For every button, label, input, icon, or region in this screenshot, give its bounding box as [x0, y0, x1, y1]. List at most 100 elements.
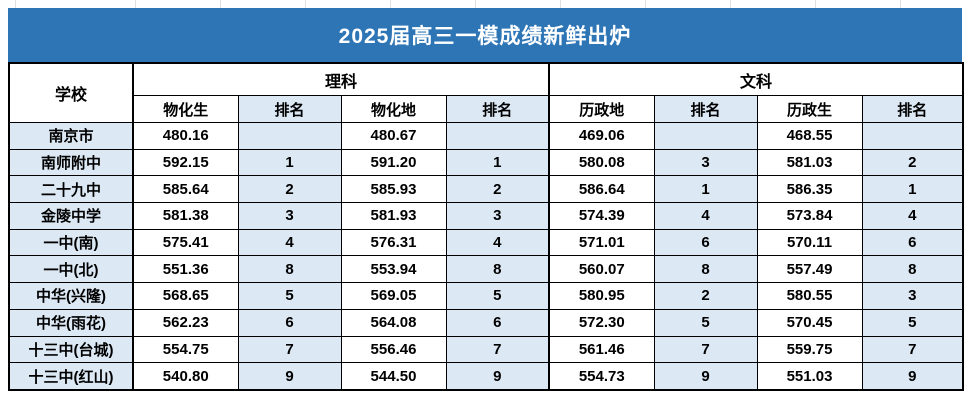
table-row: 一中(南) 575.41 4 576.31 4 571.01 6 570.11 6 [8, 228, 964, 257]
rank-cell: 4 [237, 228, 342, 257]
score-cell: 468.55 [756, 122, 863, 150]
rank-cell: 2 [237, 175, 342, 204]
rank-cell: 1 [653, 175, 758, 204]
header-group-science: 理科 [132, 62, 551, 96]
score-cell: 571.01 [548, 228, 655, 257]
header-lizhengdi-rank: 排名 [653, 95, 758, 123]
score-cell: 573.84 [756, 202, 863, 230]
rank-cell: 9 [237, 362, 342, 391]
rank-cell: 8 [861, 255, 964, 284]
score-cell: 480.16 [132, 122, 239, 150]
school-cell: 十三中(红山) [8, 362, 134, 391]
school-cell: 中华(兴隆) [8, 282, 134, 310]
rank-cell: 6 [653, 228, 758, 257]
score-cell: 554.75 [132, 335, 239, 364]
score-cell: 586.35 [756, 175, 863, 204]
rank-cell: 8 [445, 255, 551, 284]
rank-cell: 7 [861, 335, 964, 364]
score-cell: 581.03 [756, 148, 863, 177]
rank-cell [653, 122, 758, 150]
table-row: 中华(兴隆) 568.65 5 569.05 5 580.95 2 580.55 3 [8, 282, 964, 310]
rank-cell [445, 122, 551, 150]
score-cell: 469.06 [548, 122, 655, 150]
score-cell: 559.75 [756, 335, 863, 364]
rank-cell: 5 [861, 308, 964, 337]
school-cell: 中华(雨花) [8, 308, 134, 337]
score-cell: 553.94 [340, 255, 447, 284]
score-cell: 580.08 [548, 148, 655, 177]
header-wuhuasheng: 物化生 [132, 95, 239, 123]
table-row: 十三中(红山) 540.80 9 544.50 9 554.73 9 551.03 9 [8, 362, 964, 391]
header-group-row: 学校 理科 文科 [8, 62, 964, 123]
table-row: 金陵中学 581.38 3 581.93 3 574.39 4 573.84 4 [8, 202, 964, 230]
page-title: 2025届高三一模成绩新鲜出炉 [8, 8, 962, 62]
rank-cell: 3 [653, 148, 758, 177]
rank-cell: 9 [861, 362, 964, 391]
rank-cell: 2 [861, 148, 964, 177]
rank-cell: 3 [445, 202, 551, 230]
score-cell: 585.93 [340, 175, 447, 204]
rank-cell: 7 [237, 335, 342, 364]
header-wuhuadi-rank: 排名 [445, 95, 551, 123]
rank-cell: 7 [653, 335, 758, 364]
score-cell: 576.31 [340, 228, 447, 257]
score-cell: 544.50 [340, 362, 447, 391]
score-cell: 554.73 [548, 362, 655, 391]
table-row: 一中(北) 551.36 8 553.94 8 560.07 8 557.49 8 [8, 255, 964, 284]
score-cell: 560.07 [548, 255, 655, 284]
table-row: 南京市 480.16 480.67 469.06 468.55 [8, 122, 964, 150]
header-wuhuasheng-rank: 排名 [237, 95, 342, 123]
score-cell: 551.03 [756, 362, 863, 391]
score-cell: 580.95 [548, 282, 655, 310]
rank-cell: 4 [653, 202, 758, 230]
rank-cell: 2 [445, 175, 551, 204]
rank-cell: 5 [653, 308, 758, 337]
score-cell: 556.46 [340, 335, 447, 364]
score-cell: 581.93 [340, 202, 447, 230]
score-cell: 572.30 [548, 308, 655, 337]
table-row: 南师附中 592.15 1 591.20 1 580.08 3 581.03 2 [8, 148, 964, 177]
rank-cell: 6 [237, 308, 342, 337]
score-cell: 561.46 [548, 335, 655, 364]
table-row: 中华(雨花) 562.23 6 564.08 6 572.30 5 570.45 5 [8, 308, 964, 337]
rank-cell: 6 [445, 308, 551, 337]
school-cell: 金陵中学 [8, 202, 134, 230]
header-lizhengdi: 历政地 [548, 95, 655, 123]
school-cell: 南京市 [8, 122, 134, 150]
school-cell: 十三中(台城) [8, 335, 134, 364]
header-lizhengsheng: 历政生 [756, 95, 863, 123]
header-school: 学校 [8, 62, 134, 123]
header-group-arts: 文科 [548, 62, 964, 96]
rank-cell: 5 [237, 282, 342, 310]
rank-cell: 4 [445, 228, 551, 257]
score-cell: 580.55 [756, 282, 863, 310]
score-cell: 586.64 [548, 175, 655, 204]
rank-cell: 9 [653, 362, 758, 391]
rank-cell: 3 [237, 202, 342, 230]
rank-cell: 3 [861, 282, 964, 310]
rank-cell: 1 [445, 148, 551, 177]
score-cell: 564.08 [340, 308, 447, 337]
header-wuhuadi: 物化地 [340, 95, 447, 123]
school-cell: 二十九中 [8, 175, 134, 204]
school-cell: 南师附中 [8, 148, 134, 177]
header-lizhengsheng-rank: 排名 [861, 95, 964, 123]
school-cell: 一中(北) [8, 255, 134, 284]
score-cell: 569.05 [340, 282, 447, 310]
header-sub-row: 物化生 排名 物化地 排名 历政地 排名 历政生 排名 [9, 95, 964, 123]
table-body: 南京市 480.16 480.67 469.06 468.55 南师附中 592.15 1 5 9… [8, 122, 964, 391]
score-cell: 570.45 [756, 308, 863, 337]
table-row: 二十九中 585.64 2 585.93 2 586.64 1 586.35 1 [8, 175, 964, 204]
score-cell: 551.36 [132, 255, 239, 284]
score-cell: 480.67 [340, 122, 447, 150]
rank-cell: 5 [445, 282, 551, 310]
table-row: 十三中(台城) 554.75 7 556.46 7 561.46 7 559.75 7 [8, 335, 964, 364]
rank-cell: 6 [861, 228, 964, 257]
score-cell: 575.41 [132, 228, 239, 257]
rank-cell: 1 [861, 175, 964, 204]
school-cell: 一中(南) [8, 228, 134, 257]
score-cell: 592.15 [132, 148, 239, 177]
rank-cell: 8 [653, 255, 758, 284]
rank-cell [237, 122, 342, 150]
